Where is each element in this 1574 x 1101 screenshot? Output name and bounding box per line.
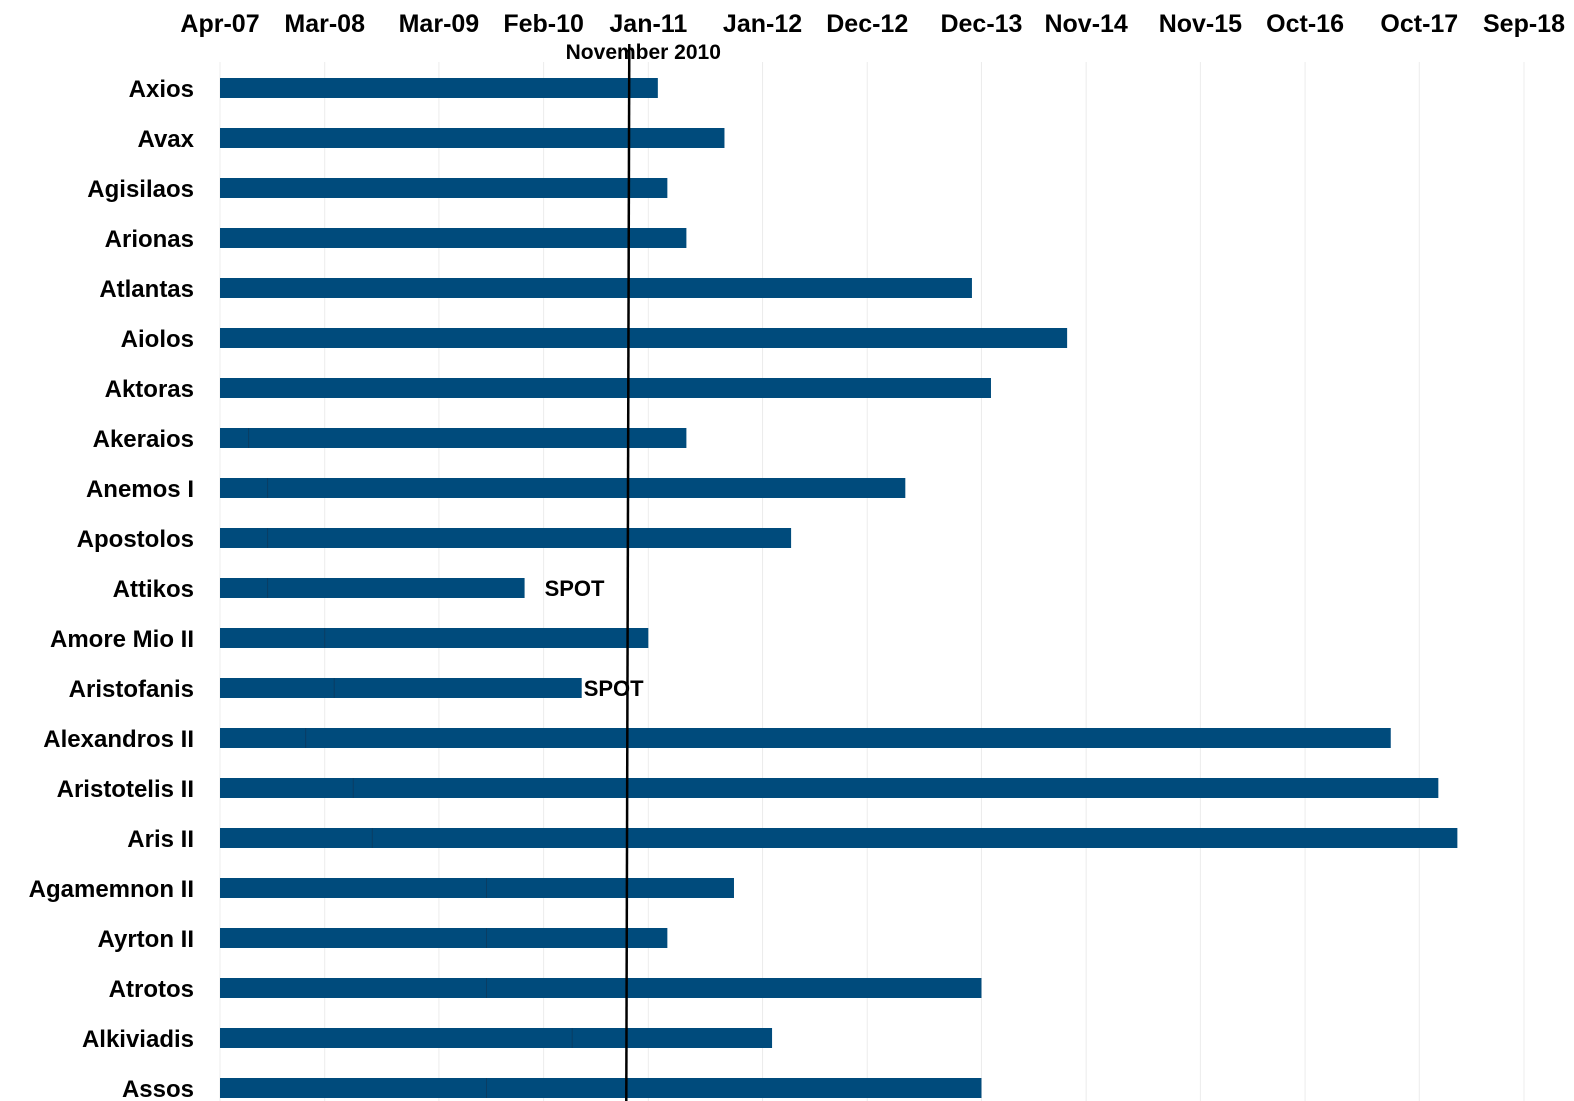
x-axis-ticks: Apr-07 Mar-08 Mar-09 Feb-10 Jan-11 Jan-12 Dec-… bbox=[180, 10, 1565, 38]
x-tick-label: Sep-18 bbox=[1483, 10, 1565, 38]
bar-notes: SPOT SPOT bbox=[545, 576, 645, 701]
row-label: Aktoras bbox=[105, 376, 194, 403]
x-tick-label: Dec-12 bbox=[826, 10, 908, 38]
bar bbox=[220, 228, 687, 248]
bar bbox=[220, 628, 649, 648]
row-label: Akeraios bbox=[93, 426, 194, 453]
row-label: Anemos I bbox=[86, 476, 194, 503]
row-label: Arionas bbox=[105, 226, 194, 253]
x-tick-label: Apr-07 bbox=[180, 10, 259, 38]
row-label: Avax bbox=[138, 126, 195, 153]
x-tick-label: Jan-11 bbox=[609, 10, 687, 38]
row-label: Aristofanis bbox=[69, 676, 194, 703]
row-label: Agamemnon II bbox=[29, 876, 194, 903]
x-tick-label: Oct-16 bbox=[1266, 10, 1344, 38]
row-label: Alkiviadis bbox=[82, 1026, 194, 1053]
bar bbox=[220, 878, 734, 898]
row-labels: Axios Avax Agisilaos Arionas Atlantas Aiolos A… bbox=[29, 76, 195, 1101]
bar bbox=[220, 928, 668, 948]
bars bbox=[220, 78, 1458, 1098]
x-tick-label: Jan-12 bbox=[723, 10, 802, 38]
row-label: Apostolos bbox=[77, 526, 194, 553]
bar bbox=[220, 428, 687, 448]
bar-note-label: SPOT bbox=[545, 576, 605, 601]
bar bbox=[220, 378, 991, 398]
bar-note-label: SPOT bbox=[584, 676, 644, 701]
row-label: Axios bbox=[129, 76, 194, 103]
bar bbox=[220, 828, 1458, 848]
row-label: Ayrton II bbox=[98, 926, 194, 953]
row-label: Amore Mio II bbox=[50, 626, 194, 653]
row-label: Aris II bbox=[127, 826, 194, 853]
row-label: Atrotos bbox=[109, 976, 194, 1003]
bar bbox=[220, 128, 725, 148]
row-label: Attikos bbox=[113, 576, 194, 603]
reference-line-group: November 2010 bbox=[566, 41, 721, 1101]
bar bbox=[220, 778, 1439, 798]
x-tick-label: Nov-15 bbox=[1159, 10, 1242, 38]
bar bbox=[220, 1028, 773, 1048]
bar bbox=[220, 328, 1068, 348]
bar bbox=[220, 478, 906, 498]
bar bbox=[220, 728, 1391, 748]
bar bbox=[220, 578, 525, 598]
x-tick-label: Mar-09 bbox=[399, 10, 480, 38]
bar bbox=[220, 1078, 982, 1098]
reference-line bbox=[625, 43, 631, 1101]
x-tick-label: Oct-17 bbox=[1380, 10, 1458, 38]
x-tick-label: Nov-14 bbox=[1044, 10, 1127, 38]
row-label: Aristotelis II bbox=[57, 776, 194, 803]
bar bbox=[220, 528, 792, 548]
bar bbox=[220, 78, 658, 98]
row-label: Agisilaos bbox=[87, 176, 194, 203]
bar bbox=[220, 678, 582, 698]
row-label: Alexandros II bbox=[43, 726, 194, 753]
row-label: Aiolos bbox=[121, 326, 194, 353]
row-label: Atlantas bbox=[99, 276, 194, 303]
reference-line-label: November 2010 bbox=[566, 41, 721, 64]
x-tick-label: Mar-08 bbox=[284, 10, 365, 38]
bar bbox=[220, 978, 982, 998]
bar bbox=[220, 178, 668, 198]
x-tick-label: Feb-10 bbox=[503, 10, 584, 38]
row-label: Assos bbox=[122, 1076, 194, 1101]
bar bbox=[220, 278, 972, 298]
x-tick-label: Dec-13 bbox=[940, 10, 1022, 38]
